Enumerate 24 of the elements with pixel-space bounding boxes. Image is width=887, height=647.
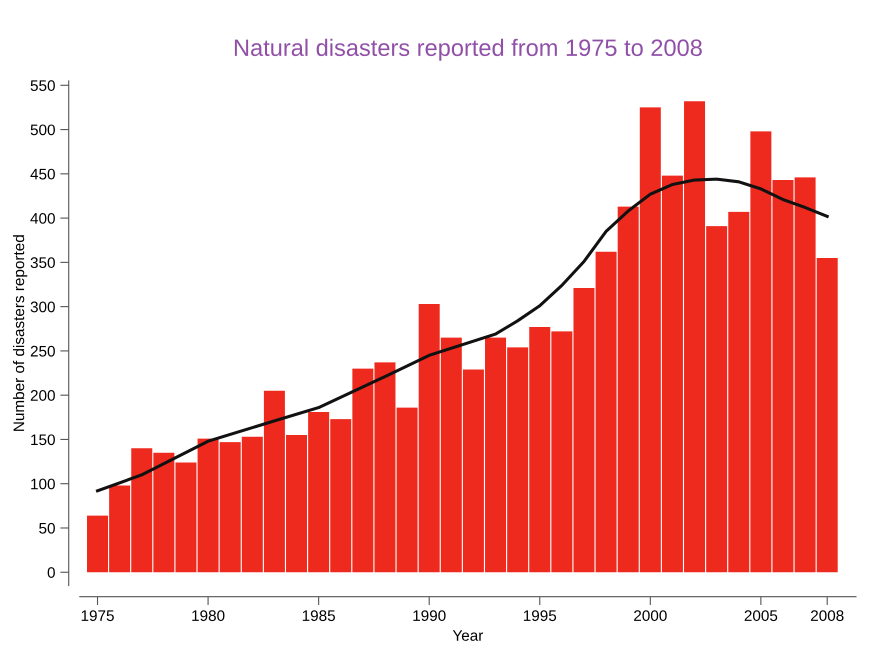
y-tick-label: 450 [30,168,55,180]
y-tick-label: 550 [30,80,55,91]
y-tick-label: 200 [30,390,55,401]
x-axis-title: Year [452,630,484,641]
y-tick-label: 250 [30,346,55,357]
x-tick-label: 2005 [744,610,778,622]
y-tick-label: 150 [31,434,55,446]
y-tick-label: 300 [30,302,55,312]
x-tick-label: 1985 [302,610,335,622]
x-tick-label: 1995 [524,610,556,622]
chart-title: Natural disasters reported from 1975 to 2008 [234,38,702,61]
x-tick-label: 2008 [810,610,844,622]
y-tick-label: 0 [48,567,55,578]
x-tick-label: 1975 [82,610,114,622]
y-tick-label: 350 [30,257,55,268]
y-tick-label: 500 [30,124,55,136]
line-series [96,178,829,492]
x-tick-label: 1980 [192,610,224,622]
y-tick-label: 400 [30,212,55,224]
y-tick-label: 100 [31,478,55,490]
x-tick-label: 2000 [634,610,667,622]
x-tick-label: 1990 [413,610,446,622]
y-axis-title: Number of disasters reported [13,235,28,431]
y-tick-label: 50 [39,522,55,534]
